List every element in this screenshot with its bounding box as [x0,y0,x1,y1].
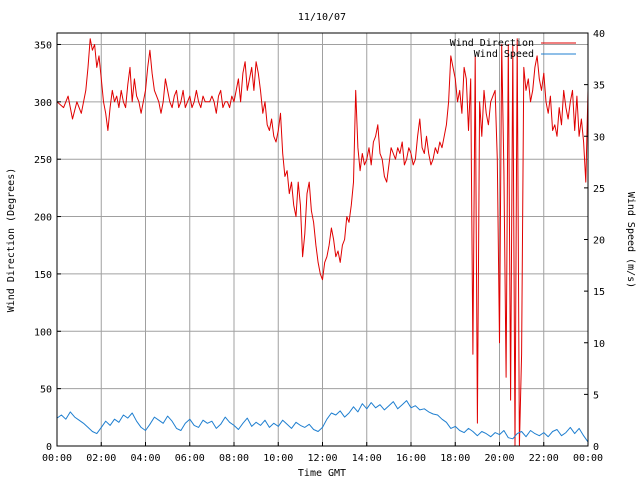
x-tick-label: 02:00 [86,453,116,464]
y-left-tick-label: 100 [34,327,52,338]
y-right-tick-label: 0 [593,442,599,453]
y-right-tick-label: 30 [593,132,605,143]
legend-label-wind-speed: Wind Speed [474,49,534,60]
y-left-tick-label: 350 [34,40,52,51]
series-line-wind-direction [56,38,589,447]
y-axis-right-title: Wind Speed (m/s) [625,192,636,288]
x-tick-label: 22:00 [529,453,559,464]
series-line-wind-speed [56,400,589,443]
x-tick-label: 16:00 [396,453,426,464]
y-left-tick-label: 150 [34,270,52,281]
y-axis-left: 0 50 100 150 200 250 300 350 [34,40,61,453]
x-tick-label: 14:00 [352,453,382,464]
y-right-tick-label: 35 [593,81,605,92]
x-tick-label: 06:00 [175,453,205,464]
x-tick-label: 12:00 [307,453,337,464]
y-left-tick-label: 50 [40,385,52,396]
chart-title: 11/10/07 [298,12,346,23]
x-axis: 00:00 02:00 04:00 06:00 08:00 10:00 12:00 14:00… [42,442,603,464]
x-tick-label: 20:00 [484,453,514,464]
legend-label-wind-direction: Wind Direction [450,38,534,49]
y-right-tick-label: 40 [593,29,605,40]
grid [57,33,588,446]
y-left-tick-label: 200 [34,213,52,224]
y-right-tick-label: 20 [593,236,605,247]
x-tick-label: 08:00 [219,453,249,464]
y-axis-right: 0 5 10 15 20 25 30 35 40 [584,29,605,453]
series-layer [56,38,589,447]
y-left-tick-label: 0 [46,442,52,453]
y-right-tick-label: 25 [593,184,605,195]
x-tick-label: 18:00 [440,453,470,464]
y-left-tick-label: 250 [34,155,52,166]
y-left-tick-label: 300 [34,98,52,109]
x-tick-label: 10:00 [263,453,293,464]
legend: Wind Direction Wind Speed [450,38,576,60]
y-right-tick-label: 10 [593,339,605,350]
y-axis-left-title: Wind Direction (Degrees) [6,168,17,313]
y-right-tick-label: 15 [593,287,605,298]
x-tick-label: 00:00 [42,453,72,464]
x-axis-title: Time GMT [298,468,346,479]
x-tick-label: 04:00 [130,453,160,464]
y-right-tick-label: 5 [593,390,599,401]
x-tick-label: 00:00 [573,453,603,464]
